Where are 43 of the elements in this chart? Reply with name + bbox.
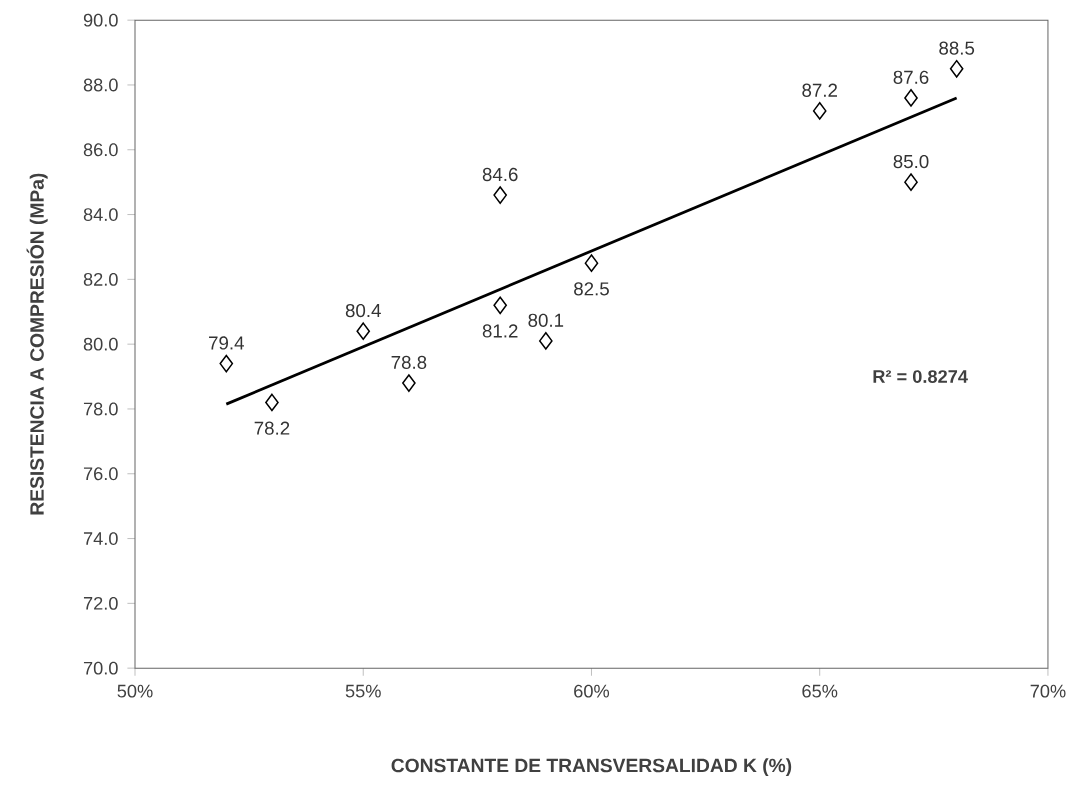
y-tick-label: 88.0	[83, 78, 118, 92]
y-tick-label: 86.0	[83, 143, 118, 157]
data-label: 79.4	[209, 336, 244, 350]
data-label: 85.0	[893, 154, 929, 169]
data-label: 80.1	[528, 313, 564, 327]
point	[539, 332, 553, 350]
point	[584, 254, 599, 272]
point	[949, 59, 964, 78]
data-label: 81.2	[482, 324, 518, 338]
data-label: 82.5	[574, 282, 609, 296]
y-tick-label: 84.0	[83, 208, 118, 221]
y-tick-label: 80.0	[83, 337, 118, 351]
data-label: 88.5	[939, 41, 975, 55]
y-tick-label: 70.0	[83, 661, 118, 675]
annotation: R² = 0.8274	[873, 370, 968, 383]
point	[812, 101, 827, 120]
data-label: 78.2	[254, 421, 290, 435]
data-label: 78.8	[391, 355, 427, 369]
x-tick-label: 65%	[802, 684, 838, 698]
y-axis-title: RESISTENCIA A COMPRESIÓN (MPa)	[26, 173, 48, 515]
x-tick-label: 70%	[1030, 684, 1066, 698]
y-tick-label: 82.0	[83, 272, 118, 286]
x-tick-label: 60%	[574, 684, 610, 698]
y-tick-label: 76.0	[83, 467, 118, 481]
x-axis-title: CONSTANTE DE TRANSVERSALIDAD K (%)	[391, 758, 792, 777]
data-label: 84.6	[482, 167, 518, 182]
y-tick-label: 74.0	[83, 532, 118, 545]
data-label: 87.2	[802, 83, 837, 97]
data-label: 80.4	[345, 303, 381, 318]
point	[493, 296, 508, 315]
y-tick-label: 78.0	[83, 402, 118, 416]
point	[493, 186, 508, 204]
y-tick-label: 72.0	[83, 596, 118, 610]
x-tick-label: 55%	[345, 684, 381, 698]
point	[265, 393, 279, 412]
point	[904, 89, 918, 107]
point	[219, 354, 234, 373]
data-label: 87.6	[893, 70, 929, 84]
point	[402, 374, 416, 392]
point	[356, 322, 371, 340]
y-tick-label: 90.0	[83, 13, 118, 27]
point	[904, 173, 918, 191]
x-tick-label: 50%	[117, 684, 153, 698]
